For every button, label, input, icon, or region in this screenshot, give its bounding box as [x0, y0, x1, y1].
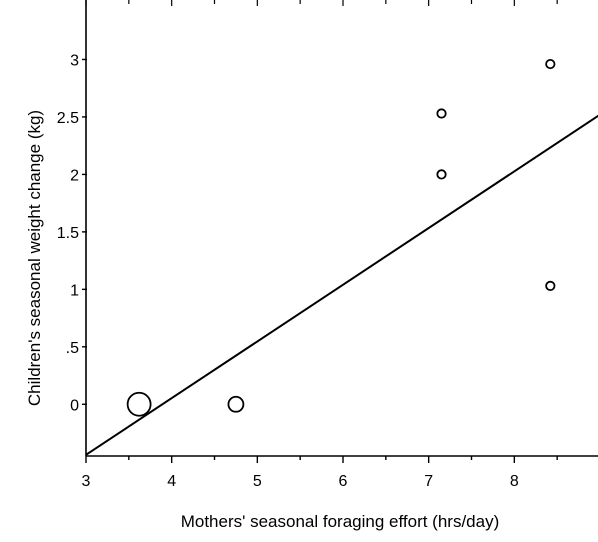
- regression-line: [85, 114, 598, 456]
- x-tick-label: 7: [424, 473, 433, 490]
- y-tick-label: 2: [70, 167, 79, 184]
- data-point: [126, 391, 152, 417]
- x-tick-label: 5: [253, 473, 262, 490]
- x-tick-labels: 3 4 5 6 7 8: [82, 473, 519, 490]
- x-axis-title: Mothers' seasonal foraging effort (hrs/d…: [181, 512, 500, 531]
- x-tick-label: 3: [82, 473, 91, 490]
- y-tick-label: .5: [66, 340, 79, 357]
- y-tick-label: 0: [70, 397, 79, 414]
- fit-line-group: [85, 114, 598, 456]
- data-point: [545, 58, 556, 70]
- data-point: [545, 280, 556, 291]
- y-tick-label: 3: [70, 52, 79, 69]
- x-tick-label: 4: [167, 473, 176, 490]
- data-points: [126, 58, 556, 417]
- axes: [82, 0, 598, 463]
- data-point: [436, 108, 447, 119]
- y-tick-label: 1.5: [57, 225, 79, 242]
- y-tick-labels: 0 .5 1 1.5 2 2.5 3: [57, 52, 79, 414]
- x-tick-label: 6: [339, 473, 348, 490]
- y-tick-label: 2.5: [57, 110, 79, 127]
- data-point: [436, 169, 447, 180]
- y-tick-label: 1: [70, 282, 79, 299]
- data-point: [227, 395, 245, 413]
- y-axis-title: Children's seasonal weight change (kg): [25, 110, 44, 406]
- x-tick-label: 8: [510, 473, 519, 490]
